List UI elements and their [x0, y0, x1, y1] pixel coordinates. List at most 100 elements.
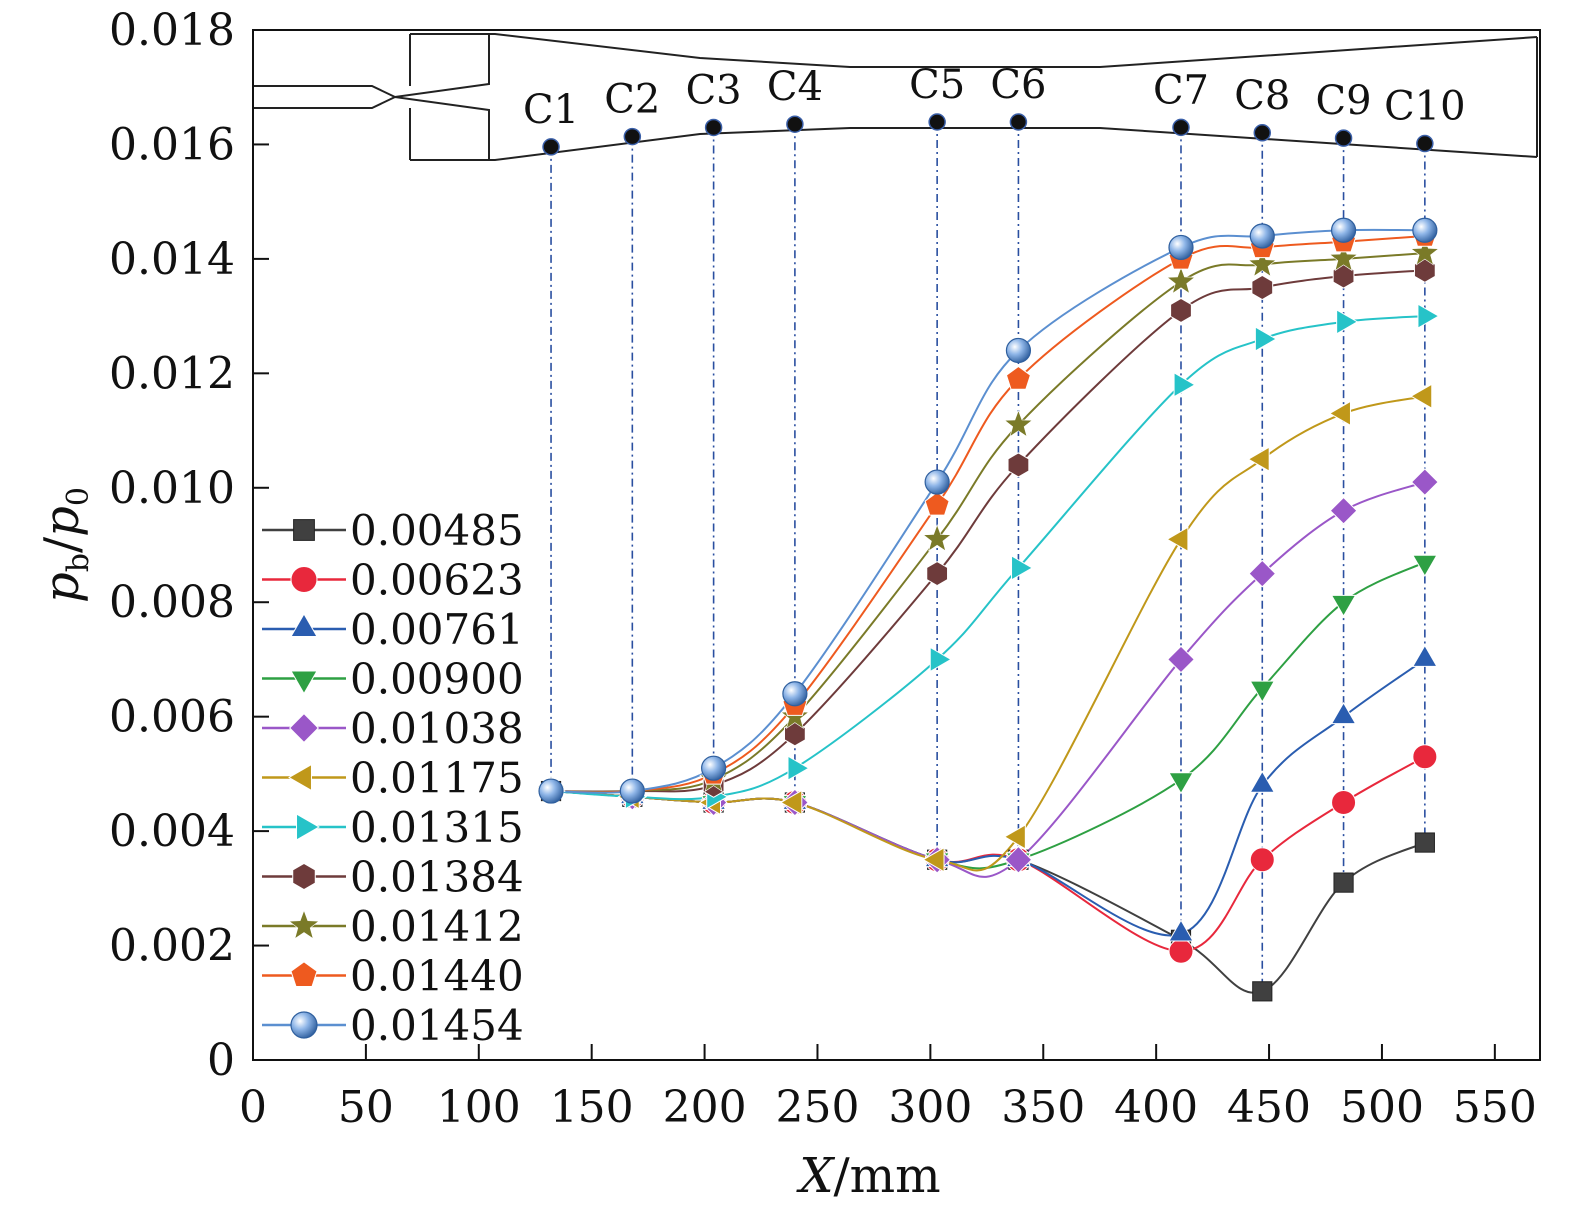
data-point	[1410, 383, 1433, 410]
station-dot	[1416, 134, 1434, 153]
series-line-0.01412	[551, 252, 1425, 793]
y-tick-label: 0.010	[109, 463, 235, 514]
y-axis-title: pb/p0	[34, 487, 96, 603]
data-point	[784, 721, 806, 747]
series-line-0.00761	[550, 658, 1426, 937]
x-tick-label: 300	[888, 1082, 972, 1133]
data-point	[922, 846, 945, 873]
x-tick-label: 250	[775, 1082, 859, 1133]
legend-label: 0.01038	[350, 704, 524, 753]
x-tick-label: 500	[1340, 1082, 1424, 1133]
data-point	[1417, 303, 1440, 329]
data-point	[1414, 832, 1435, 853]
legend-item: 0.00900	[262, 655, 524, 704]
legend-marker	[290, 613, 318, 637]
legend-marker	[288, 763, 312, 792]
series-line-0.01175	[550, 395, 1426, 872]
legend-label: 0.00761	[350, 605, 524, 654]
legend-item: 0.01175	[262, 754, 524, 803]
station-label: C7	[1153, 67, 1209, 113]
data-point	[1249, 847, 1275, 873]
series-lines	[550, 228, 1426, 994]
y-tick-label: 0.004	[109, 806, 235, 857]
y-tick-label: 0.018	[109, 5, 235, 56]
legend-label: 0.00900	[350, 655, 524, 704]
series-line-0.01315	[550, 315, 1425, 801]
data-point	[1247, 446, 1270, 472]
station-dot	[928, 113, 946, 131]
legend-item: 0.00485	[262, 506, 524, 555]
legend-marker	[290, 1011, 318, 1039]
data-point	[1331, 790, 1357, 815]
station-markers: C1 C2 C3 C4 C5 C6 C7 C8 C9 C10	[523, 62, 1466, 156]
y-tick-label: 0.014	[109, 234, 235, 285]
legend-item: 0.01412	[262, 902, 524, 951]
data-point	[1329, 496, 1358, 525]
x-tick-label: 100	[437, 1082, 521, 1133]
data-point	[924, 491, 950, 516]
legend-marker	[296, 813, 320, 841]
legend-label: 0.01440	[350, 952, 524, 1001]
legend-label: 0.01412	[350, 902, 524, 951]
data-point	[929, 646, 952, 673]
station-dot	[1172, 118, 1190, 137]
y-tick-label: 0	[207, 1035, 235, 1086]
legend-marker	[290, 961, 318, 988]
series-line-0.01440	[551, 235, 1425, 794]
station-guide-lines	[550, 122, 1426, 992]
data-point	[1330, 594, 1357, 618]
data-point	[1413, 257, 1436, 283]
data-point	[1251, 274, 1274, 301]
legend-item: 0.00623	[262, 556, 524, 605]
data-point	[1011, 555, 1034, 581]
data-point	[1166, 266, 1196, 295]
legend-label: 0.00485	[350, 506, 524, 555]
data-point	[782, 681, 808, 707]
legend-item: 0.00761	[262, 605, 524, 654]
data-point	[1003, 824, 1026, 850]
legend-item: 0.01440	[262, 952, 524, 1001]
station-dot	[542, 138, 560, 156]
legend-item: 0.01384	[262, 853, 524, 902]
x-tick-label: 400	[1114, 1082, 1198, 1133]
data-point	[1329, 243, 1359, 272]
data-point	[1336, 309, 1359, 335]
station-dot	[704, 118, 723, 137]
data-point	[1168, 938, 1194, 964]
data-point	[619, 778, 645, 804]
station-label: C6	[990, 62, 1046, 108]
series-line-0.01384	[551, 269, 1425, 793]
legend-label: 0.01384	[350, 853, 524, 902]
data-point	[1332, 263, 1355, 289]
legend-item: 0.01454	[262, 1001, 524, 1050]
data-point	[1412, 744, 1438, 770]
station-label: C8	[1234, 73, 1290, 119]
x-axis-title: X/mm	[795, 1148, 940, 1204]
series-markers	[536, 217, 1440, 1002]
series-line-0.01038	[550, 481, 1426, 878]
data-point	[1166, 526, 1189, 553]
x-tick-label: 450	[1227, 1082, 1311, 1133]
x-tick-label: 550	[1453, 1082, 1537, 1133]
station-label: C1	[523, 87, 579, 133]
data-point	[922, 524, 952, 552]
data-point	[924, 469, 950, 495]
station-label: C5	[909, 62, 965, 108]
data-point	[1004, 845, 1033, 874]
station-dot	[1009, 113, 1028, 131]
legend-marker	[292, 862, 316, 891]
data-point	[1167, 645, 1195, 674]
data-point	[1249, 223, 1275, 249]
data-point	[1333, 872, 1354, 893]
station-label: C10	[1384, 84, 1466, 130]
series-line-0.01454	[551, 228, 1425, 794]
data-point	[1007, 452, 1030, 478]
data-point	[1330, 217, 1357, 243]
data-point	[926, 561, 949, 587]
data-point	[701, 755, 727, 781]
data-point	[1254, 326, 1278, 352]
data-point	[1247, 249, 1277, 277]
legend-item: 0.01315	[262, 803, 524, 852]
legend: 0.004850.006230.007610.009000.010380.011…	[262, 506, 524, 1050]
